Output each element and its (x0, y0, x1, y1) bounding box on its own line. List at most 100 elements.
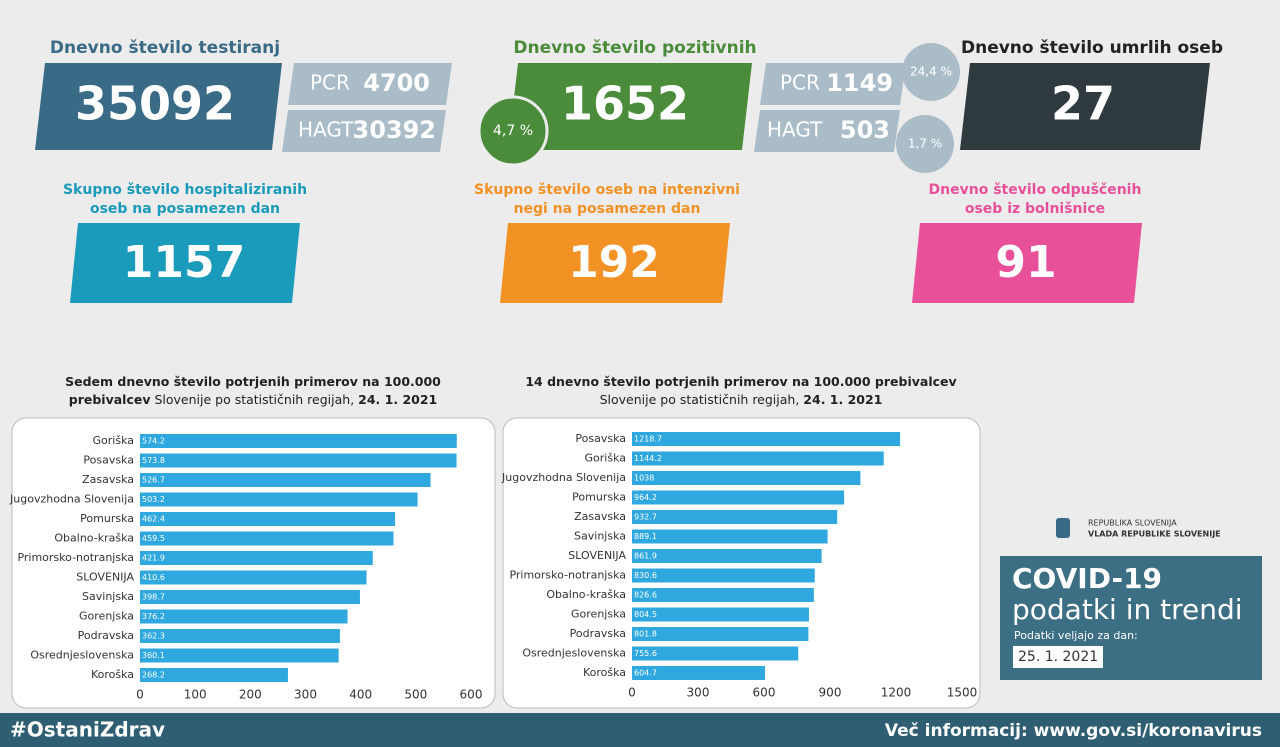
value-label: 801.8 (634, 630, 657, 639)
title-part: prebivalcev (69, 392, 151, 407)
x-tick-label: 1200 (881, 686, 912, 700)
x-tick-label: 400 (349, 688, 372, 702)
bar (632, 432, 901, 446)
sub-value: 30392 (353, 116, 437, 144)
bar (140, 609, 348, 624)
bar (140, 492, 418, 507)
bar (632, 588, 814, 602)
card-title: negi na posamezen dan (514, 201, 701, 217)
share-circle (477, 95, 549, 167)
share-circle (902, 43, 960, 101)
card-value: 1157 (123, 237, 245, 288)
y-tick-label: SLOVENIJA (76, 571, 134, 584)
bar (140, 570, 367, 585)
title-part: 24. 1. 2021 (358, 392, 437, 407)
x-tick-label: 300 (294, 688, 317, 702)
sub-value: 1149 (826, 69, 893, 97)
bar (140, 512, 396, 526)
title-part: 24. 1. 2021 (803, 392, 882, 407)
x-tick-label: 500 (404, 688, 427, 702)
y-tick-label: Zasavska (574, 510, 626, 523)
y-tick-label: Goriška (585, 452, 626, 465)
y-tick-label: Podravska (570, 627, 626, 640)
card-title: oseb iz bolnišnice (965, 201, 1105, 217)
sub-card (288, 63, 452, 105)
y-tick-label: Posavska (575, 432, 626, 445)
value-label: 804.5 (634, 610, 657, 619)
card-title: Dnevno število umrlih oseb (961, 38, 1223, 58)
value-label: 462.4 (142, 515, 165, 524)
bar (140, 473, 431, 487)
x-tick-label: 600 (753, 686, 776, 700)
value-label: 360.1 (142, 651, 165, 660)
value-label: 755.6 (634, 649, 657, 658)
y-tick-label: Gorenjska (571, 608, 626, 621)
sub-label: HAGT (767, 118, 823, 142)
x-tick-label: 0 (628, 686, 636, 700)
card (500, 223, 730, 303)
value-label: 604.7 (634, 669, 657, 678)
x-tick-label: 0 (136, 688, 144, 702)
card-value: 27 (1051, 77, 1115, 131)
sub-value: 503 (840, 116, 890, 144)
y-tick-label: Podravska (78, 629, 134, 642)
title-part: Slovenije po statističnih regijah, (150, 392, 358, 407)
y-tick-label: Goriška (93, 434, 134, 447)
bar (632, 451, 884, 466)
y-tick-label: Osrednjeslovenska (522, 647, 626, 660)
bar (632, 471, 861, 485)
value-label: 574.2 (142, 437, 165, 446)
sub-card (760, 63, 906, 105)
value-label: 932.7 (634, 513, 657, 522)
y-tick-label: SLOVENIJA (568, 549, 626, 562)
x-tick-label: 200 (239, 688, 262, 702)
value-label: 830.6 (634, 571, 657, 580)
value-label: 573.8 (142, 456, 165, 465)
share: 1,7 % (908, 137, 942, 151)
info-date-label: Podatki veljajo za dan: (1014, 629, 1138, 642)
value-label: 362.3 (142, 632, 165, 641)
y-tick-label: Koroška (91, 668, 134, 681)
footer (0, 713, 1280, 747)
y-tick-label: Savinjska (82, 590, 134, 603)
bar (632, 490, 845, 505)
bar (140, 590, 360, 604)
bar (140, 434, 457, 448)
value-label: 410.6 (142, 573, 165, 582)
sub-label: HAGT (298, 118, 354, 142)
bar (140, 453, 457, 468)
card-title: Skupno število hospitaliziranih (63, 182, 307, 198)
chart-title: Sedem dnevno število potrjenih primerov … (65, 374, 441, 389)
bar (140, 629, 340, 643)
brand: REPUBLIKA SLOVENIJA (1088, 519, 1177, 528)
card-title: Dnevno število odpuščenih (929, 182, 1142, 198)
value-label: 861.9 (634, 552, 657, 561)
y-tick-label: Pomurska (80, 512, 134, 525)
card-value: 35092 (75, 77, 235, 131)
card-title: Dnevno število pozitivnih (513, 38, 756, 58)
value-label: 421.9 (142, 554, 165, 563)
y-tick-label: Obalno-kraška (54, 532, 134, 545)
title-part: Slovenije po statističnih regijah, (600, 392, 804, 407)
brand: VLADA REPUBLIKE SLOVENIJE (1088, 530, 1221, 539)
hashtag: #OstaniZdrav (10, 718, 165, 742)
share: 24,4 % (910, 65, 952, 79)
logo (1056, 518, 1070, 538)
share-circle (896, 115, 954, 173)
card (960, 63, 1210, 150)
card (35, 63, 282, 150)
bar (632, 646, 799, 661)
value-label: 889.1 (634, 532, 657, 541)
y-tick-label: Obalno-kraška (546, 588, 626, 601)
sub-card (282, 110, 446, 152)
x-tick-label: 100 (184, 688, 207, 702)
bar (632, 666, 766, 680)
y-tick-label: Posavska (83, 454, 134, 467)
bar (140, 531, 394, 546)
info-subtitle: podatki in trendi (1012, 593, 1243, 626)
y-tick-label: Zasavska (82, 473, 134, 486)
value-label: 526.7 (142, 476, 165, 485)
y-tick-label: Jugovzhodna Slovenija (9, 493, 134, 506)
card-title: Skupno število oseb na intenzivni (474, 182, 740, 198)
